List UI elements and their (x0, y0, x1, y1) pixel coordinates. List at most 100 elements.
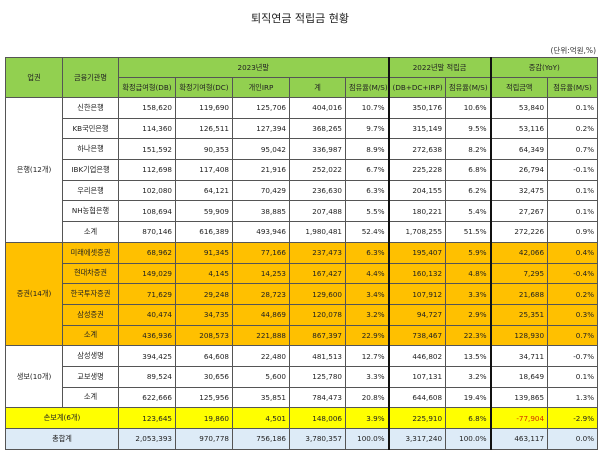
table-cell: 622,666 (118, 386, 176, 409)
table-row: 우리은행 102,080 64,121 70,429 236,630 6.3% 204,15… (6, 179, 599, 202)
row-label: 손보계(6개) (5, 407, 119, 429)
table-cell: 123,645 (118, 407, 176, 429)
grand-total-row: 총합계 2,053,393 970,778 756,186 3,780,357 100.0… (5, 428, 599, 450)
table-cell: 125,706 (232, 97, 290, 119)
table-cell: 4.8% (445, 262, 492, 285)
table-row: 소계 622,666 125,956 35,851 784,473 20.8% 644,60… (6, 386, 599, 409)
table-cell: 5.4% (445, 200, 492, 223)
table-cell: 0.9% (547, 221, 599, 243)
table-cell: 9.7% (344, 117, 390, 140)
table-cell: 3.4% (344, 283, 390, 305)
institution-name: 소계 (62, 221, 119, 243)
table-cell: 160,132 (387, 262, 447, 285)
table-cell: 20.8% (344, 386, 390, 409)
institution-name: 소계 (62, 386, 119, 409)
table-cell: 19.4% (445, 386, 492, 409)
table-cell: 738,467 (387, 324, 447, 347)
header-2023: 2023년말 (117, 57, 390, 78)
table-cell: 252,022 (289, 159, 346, 181)
table-cell: 107,131 (387, 365, 447, 388)
table-cell: 481,513 (289, 345, 346, 367)
table-row: 하나은행 151,592 90,353 95,042 336,987 8.9% 272,63… (6, 138, 599, 161)
table-cell: 112,698 (118, 159, 176, 181)
table-cell: 315,149 (387, 117, 447, 140)
page-title: 퇴직연금 적립금 현황 (250, 12, 350, 25)
sector-cell: 증권(14개) (5, 241, 63, 347)
table-row: 소계 436,936 208,573 221,888 867,397 22.9% 738,4… (6, 324, 599, 347)
institution-name: 현대차증권 (62, 262, 119, 285)
table-cell: 100.0% (445, 428, 492, 450)
header-combined: (DB+DC+IRP) (387, 77, 447, 98)
table-cell: 867,397 (289, 324, 346, 347)
table-cell: 616,389 (175, 221, 233, 243)
table-cell: 90,353 (175, 138, 233, 161)
table-cell: 368,265 (289, 117, 346, 140)
institution-name: 우리은행 (62, 179, 119, 202)
table-cell: 870,146 (118, 221, 176, 243)
table-cell: 5.5% (344, 200, 390, 223)
table-cell: 1,980,481 (289, 221, 346, 243)
table-cell: 14,253 (232, 262, 290, 285)
table-cell: -0.7% (547, 345, 599, 367)
table-cell: 336,987 (289, 138, 346, 161)
table-cell: 42,066 (489, 241, 549, 264)
institution-name: 한국투자증권 (62, 283, 119, 305)
table-cell: 70,429 (232, 179, 290, 202)
table-row: 삼성증권 40,474 34,735 44,869 120,078 3.2% 94,727 2… (6, 303, 599, 326)
table-cell: 71,629 (118, 283, 176, 305)
table-cell: 22.9% (344, 324, 390, 347)
table-cell: 446,802 (387, 345, 447, 367)
table-cell: 0.4% (547, 241, 599, 264)
table-cell: 6.3% (344, 241, 390, 264)
table-cell: 91,345 (175, 241, 233, 264)
table-cell: -77,904 (489, 407, 549, 429)
table-cell: 77,166 (232, 241, 290, 264)
table-cell: 0.7% (547, 324, 599, 347)
table-cell: 6.7% (344, 159, 390, 181)
table-cell: 127,394 (232, 117, 290, 140)
table-cell: 34,735 (175, 303, 233, 326)
table-cell: 1,708,255 (387, 221, 447, 243)
table-cell: 207,488 (289, 200, 346, 223)
table-cell: 100.0% (344, 428, 390, 450)
table-cell: 119,690 (175, 97, 233, 119)
table-cell: 6.3% (344, 179, 390, 202)
table-row: 한국투자증권 71,629 29,248 28,723 129,600 3.4% 107,9… (6, 283, 599, 305)
table-cell: 5.9% (445, 241, 492, 264)
table-row: KB국민은행 114,360 126,511 127,394 368,265 9.7% 31… (6, 117, 599, 140)
table-cell: -2.9% (547, 407, 599, 429)
table-cell: 436,936 (118, 324, 176, 347)
table-cell: 6.8% (445, 159, 492, 181)
table-cell: 5,600 (232, 365, 290, 388)
table-cell: 0.0% (547, 428, 599, 450)
table-cell: 7,295 (489, 262, 549, 285)
nonlife-total-row: 손보계(6개) 123,645 19,860 4,501 148,006 3.9% 225,… (5, 407, 599, 429)
header-institution: 금융기관명 (62, 57, 119, 98)
table-cell: 107,912 (387, 283, 447, 305)
table-cell: 0.1% (547, 365, 599, 388)
institution-name: KB국민은행 (62, 117, 119, 140)
table-cell: 89,524 (118, 365, 176, 388)
table-cell: 4.4% (344, 262, 390, 285)
table-cell: 51.5% (445, 221, 492, 243)
table-cell: 125,780 (289, 365, 346, 388)
table-cell: 158,620 (118, 97, 176, 119)
table-cell: 19,860 (175, 407, 233, 429)
table-cell: 148,006 (289, 407, 346, 429)
table-cell: 44,869 (232, 303, 290, 326)
table-cell: 1.3% (547, 386, 599, 409)
table-cell: 237,473 (289, 241, 346, 264)
table-cell: 59,909 (175, 200, 233, 223)
table-cell: 970,778 (175, 428, 233, 450)
table-cell: 129,600 (289, 283, 346, 305)
header-irp: 개인IRP (232, 77, 290, 98)
table-cell: 102,080 (118, 179, 176, 202)
table-cell: 68,962 (118, 241, 176, 264)
table-cell: 64,608 (175, 345, 233, 367)
table-cell: 34,711 (489, 345, 549, 367)
table-cell: 25,351 (489, 303, 549, 326)
header-ms: 점유율(M/S) (344, 77, 390, 98)
table-cell: 13.5% (445, 345, 492, 367)
table-cell: 6.2% (445, 179, 492, 202)
table-cell: 2.9% (445, 303, 492, 326)
